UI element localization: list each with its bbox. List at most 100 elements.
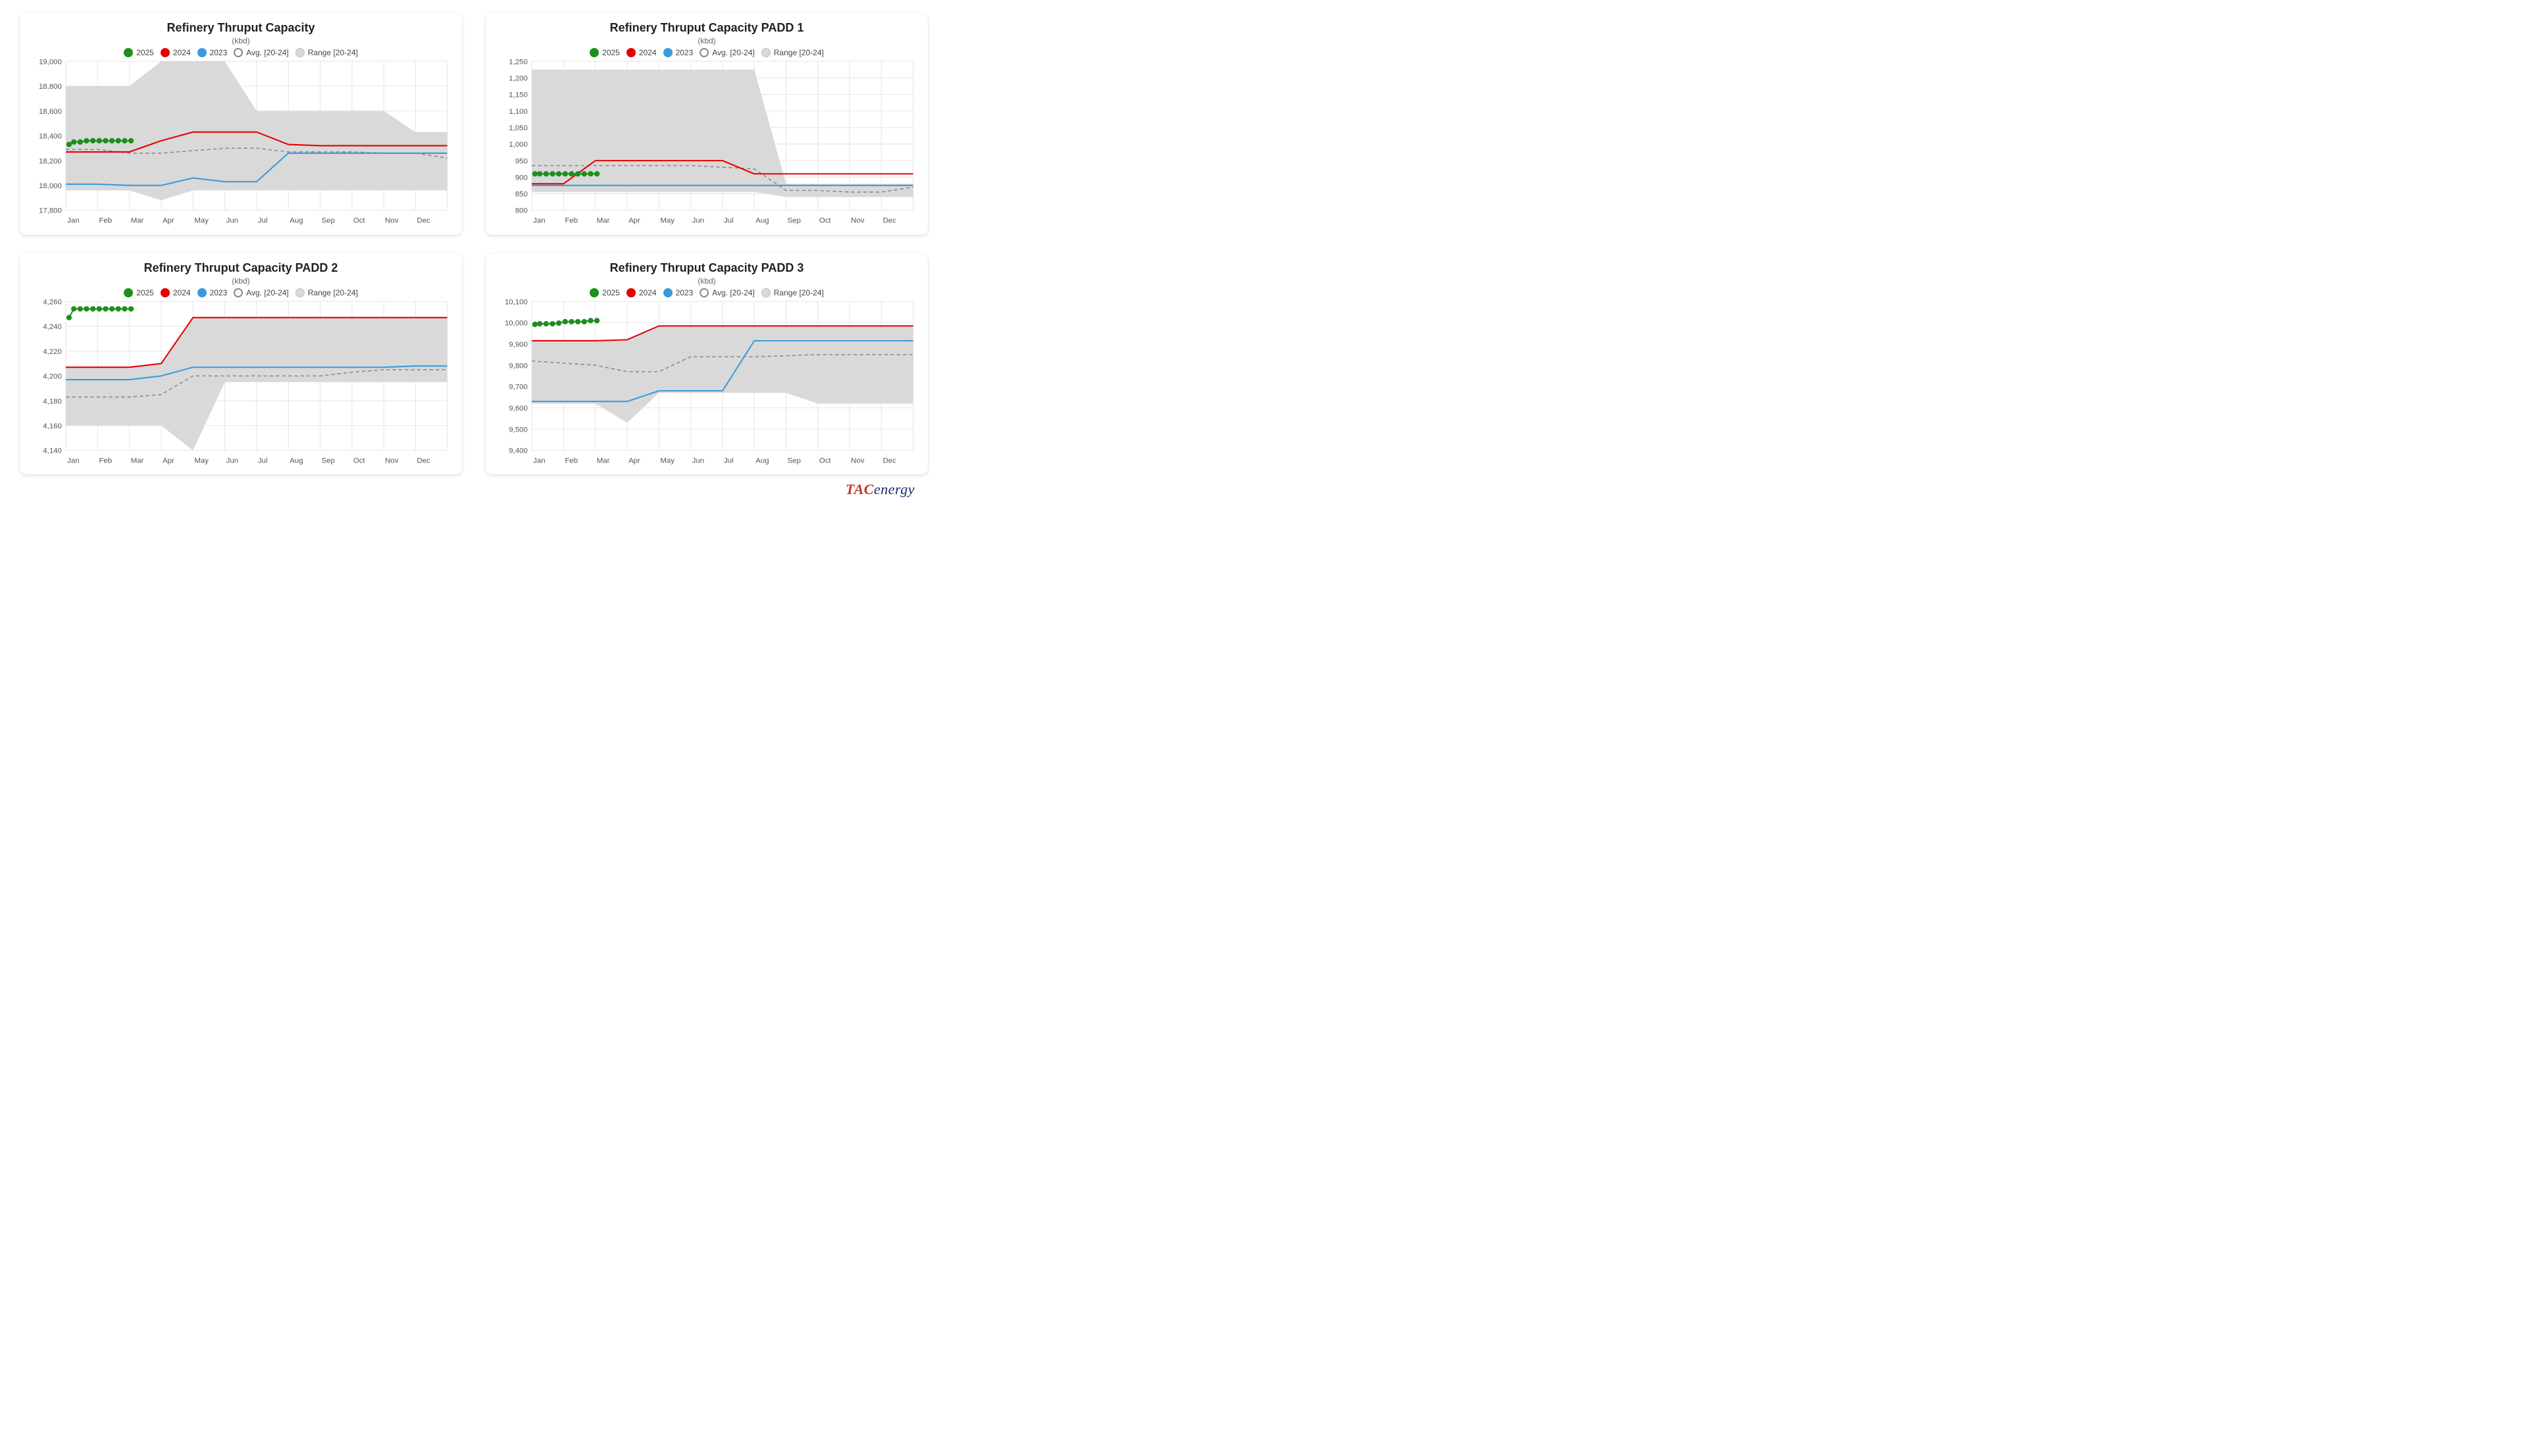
chart-subtitle: (kbd) xyxy=(495,36,919,45)
x-tick-label: Jul xyxy=(258,216,268,224)
legend-item-avg[interactable]: Avg. [20-24] xyxy=(700,288,755,297)
legend-label-2025: 2025 xyxy=(602,48,620,57)
chart-card-padd1: Refinery Thruput Capacity PADD 1(kbd) 202… xyxy=(486,13,928,235)
chart-legend: 2025 2024 2023 Avg. [20-24] Range [20-24] xyxy=(29,48,453,57)
series-2025-point xyxy=(594,171,600,176)
legend-label-range: Range [20-24] xyxy=(308,48,358,57)
x-tick-label: Mar xyxy=(597,216,610,224)
series-2025-point xyxy=(97,138,102,143)
y-tick-label: 1,050 xyxy=(509,124,528,132)
y-tick-label: 4,160 xyxy=(43,422,62,430)
legend-swatch-avg xyxy=(700,48,709,57)
y-tick-label: 9,400 xyxy=(509,447,528,455)
legend-item-2023[interactable]: 2023 xyxy=(197,48,228,57)
legend-item-2025[interactable]: 2025 xyxy=(124,288,154,297)
series-2025-point xyxy=(122,306,127,311)
x-tick-label: Jul xyxy=(724,216,734,224)
legend-label-2024: 2024 xyxy=(639,288,657,297)
legend-item-range[interactable]: Range [20-24] xyxy=(295,48,358,57)
legend-item-2025[interactable]: 2025 xyxy=(590,288,620,297)
legend-label-range: Range [20-24] xyxy=(774,288,824,297)
legend-swatch-2025 xyxy=(124,288,133,297)
series-2025-point xyxy=(575,171,580,176)
chart-card-total: Refinery Thruput Capacity(kbd)2025202420… xyxy=(20,13,462,235)
x-tick-label: Jun xyxy=(226,216,238,224)
x-tick-label: Jun xyxy=(226,457,238,464)
legend-swatch-range xyxy=(761,288,771,297)
chart-plot: 8008509009501,0001,0501,1001,1501,2001,2… xyxy=(495,59,919,230)
series-2025-point xyxy=(594,318,600,323)
y-tick-label: 9,700 xyxy=(509,383,528,391)
y-tick-label: 900 xyxy=(515,174,528,182)
series-2025-point xyxy=(66,314,72,320)
x-tick-label: Mar xyxy=(131,216,144,224)
series-2025-point xyxy=(78,306,83,311)
series-2025-point xyxy=(544,171,549,176)
y-tick-label: 19,000 xyxy=(39,59,62,66)
legend-item-2024[interactable]: 2024 xyxy=(161,48,191,57)
y-tick-label: 4,200 xyxy=(43,372,62,380)
x-tick-label: Jul xyxy=(724,457,734,464)
x-tick-label: Sep xyxy=(322,216,335,224)
series-2025-point xyxy=(569,171,574,176)
x-tick-label: Sep xyxy=(788,216,801,224)
legend-item-range[interactable]: Range [20-24] xyxy=(761,288,824,297)
legend-item-2023[interactable]: 2023 xyxy=(197,288,228,297)
x-tick-label: Feb xyxy=(99,216,112,224)
legend-label-avg: Avg. [20-24] xyxy=(246,48,289,57)
x-tick-label: Nov xyxy=(851,457,865,464)
legend-label-avg: Avg. [20-24] xyxy=(246,288,289,297)
legend-label-2025: 2025 xyxy=(136,48,154,57)
x-tick-label: Sep xyxy=(788,457,801,464)
chart-title: Refinery Thruput Capacity PADD 2 xyxy=(29,261,453,275)
x-tick-label: Jan xyxy=(67,457,79,464)
legend-swatch-2025 xyxy=(590,48,599,57)
legend-swatch-range xyxy=(761,48,771,57)
chart-title: Refinery Thruput Capacity PADD 1 xyxy=(495,21,919,35)
legend-item-avg[interactable]: Avg. [20-24] xyxy=(234,288,289,297)
legend-item-range[interactable]: Range [20-24] xyxy=(761,48,824,57)
x-tick-label: Feb xyxy=(99,457,112,464)
legend-item-range[interactable]: Range [20-24] xyxy=(295,288,358,297)
y-tick-label: 950 xyxy=(515,157,528,165)
x-tick-label: Mar xyxy=(597,457,610,464)
y-tick-label: 18,400 xyxy=(39,133,62,141)
logo-part-2: energy xyxy=(874,481,915,497)
legend-item-2023[interactable]: 2023 xyxy=(663,288,694,297)
legend-item-2025[interactable]: 2025 xyxy=(124,48,154,57)
y-tick-label: 18,000 xyxy=(39,182,62,190)
y-tick-label: 1,200 xyxy=(509,74,528,82)
legend-swatch-range xyxy=(295,48,305,57)
legend-item-2024[interactable]: 2024 xyxy=(161,288,191,297)
x-tick-label: Feb xyxy=(565,216,578,224)
series-2025-point xyxy=(588,318,593,323)
legend-swatch-2023 xyxy=(197,288,207,297)
y-tick-label: 18,200 xyxy=(39,157,62,165)
series-2025-point xyxy=(71,139,76,145)
legend-item-avg[interactable]: Avg. [20-24] xyxy=(234,48,289,57)
y-tick-label: 9,500 xyxy=(509,426,528,434)
footer: TACenergy xyxy=(20,474,928,498)
legend-swatch-2023 xyxy=(663,48,673,57)
x-tick-label: Oct xyxy=(353,216,366,224)
x-tick-label: Apr xyxy=(628,457,640,464)
x-tick-label: Oct xyxy=(819,457,832,464)
x-tick-label: Dec xyxy=(882,457,896,464)
legend-swatch-avg xyxy=(234,48,243,57)
legend-label-2023: 2023 xyxy=(676,48,694,57)
series-2025-point xyxy=(563,171,568,176)
chart-grid: Refinery Thruput Capacity(kbd)2025202420… xyxy=(20,13,928,474)
y-tick-label: 18,600 xyxy=(39,108,62,116)
legend-item-2024[interactable]: 2024 xyxy=(626,288,657,297)
y-tick-label: 18,800 xyxy=(39,83,62,91)
legend-label-2023: 2023 xyxy=(210,288,228,297)
x-tick-label: Feb xyxy=(565,457,578,464)
legend-label-2025: 2025 xyxy=(136,288,154,297)
legend-item-2024[interactable]: 2024 xyxy=(626,48,657,57)
legend-item-2025[interactable]: 2025 xyxy=(590,48,620,57)
series-2025-point xyxy=(532,322,538,327)
y-tick-label: 1,250 xyxy=(509,59,528,66)
legend-swatch-2023 xyxy=(663,288,673,297)
legend-item-avg[interactable]: Avg. [20-24] xyxy=(700,48,755,57)
legend-item-2023[interactable]: 2023 xyxy=(663,48,694,57)
